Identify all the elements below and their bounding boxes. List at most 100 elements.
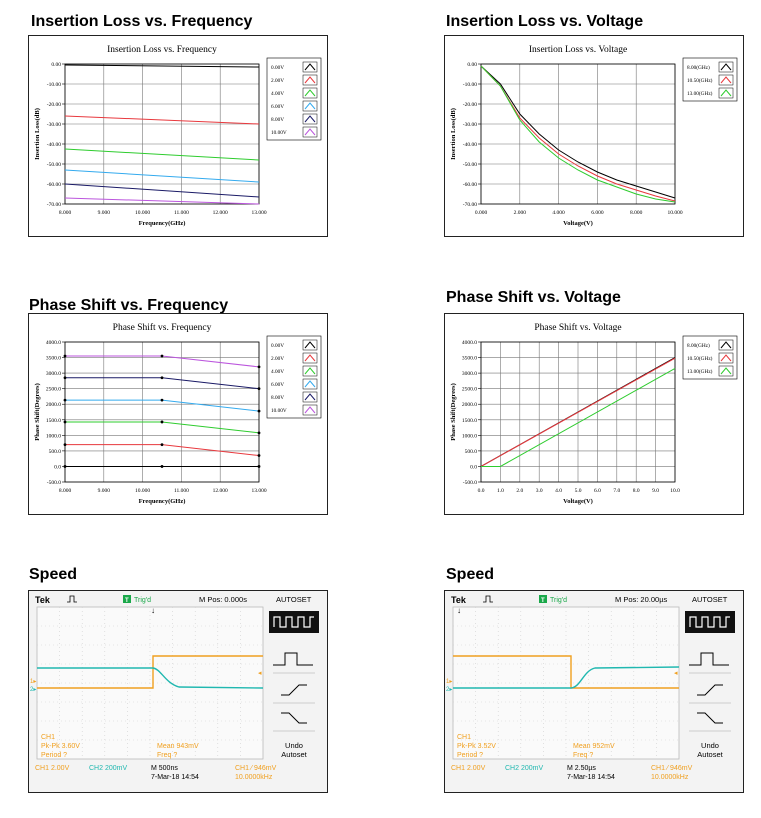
series-line-2	[481, 368, 676, 467]
y-tick-label: 500.0	[49, 449, 62, 455]
series-line-5	[64, 197, 260, 205]
legend-label: 13.00(GHz)	[687, 368, 713, 375]
legend-swatch-box	[302, 126, 318, 138]
x-tick-label: 8.000	[630, 210, 643, 216]
y-tick-label: -60.00	[463, 182, 477, 188]
x-tick-label: 6.000	[591, 210, 604, 216]
legend-swatch-box	[302, 61, 318, 73]
data-point	[63, 376, 67, 380]
data-point	[160, 443, 164, 447]
legend-swatch	[720, 341, 732, 349]
meas-mean: Mean 952mV	[573, 743, 615, 750]
y-tick-label: -500.0	[463, 480, 477, 486]
section-title-speed-right: Speed	[446, 566, 495, 583]
data-point	[160, 398, 164, 402]
meas-period: Period ?	[41, 752, 67, 759]
legend-swatch-box	[302, 113, 318, 125]
trig-status-text: Trig'd	[134, 597, 151, 604]
data-point	[160, 465, 164, 468]
x-tick-label: 11.000	[174, 210, 189, 216]
legend-swatch-box	[302, 391, 318, 403]
x-axis-label: Voltage(V)	[563, 220, 593, 227]
x-tick-label: 0.000	[475, 210, 488, 216]
autoset-label: AUTOSET	[692, 595, 728, 604]
legend-label: 10.50(GHz)	[687, 77, 713, 84]
data-point	[160, 376, 164, 380]
legend-swatch	[720, 367, 732, 375]
x-tick-label: 4.000	[552, 210, 565, 216]
ch1-trace	[453, 655, 679, 689]
legend-swatch	[304, 380, 316, 388]
chart-panel-il-volt: Insertion Loss vs. Voltage 0.000 2.000 4.00…	[444, 35, 744, 237]
ch2-marker: 2▸	[446, 687, 452, 693]
x-tick-label: 11.000	[174, 488, 189, 494]
legend-label: 8.00(GHz)	[687, 64, 710, 71]
x-tick-label: 1.0	[497, 488, 504, 494]
data-point	[160, 354, 164, 358]
x-tick-label: 10.0	[670, 488, 680, 494]
y-tick-label: 1500.0	[462, 418, 477, 424]
meas-period: Period ?	[457, 752, 483, 759]
x-tick-label: 0.0	[478, 488, 485, 494]
data-point	[257, 387, 261, 391]
trigger-freq: 10.0000kHz	[235, 774, 273, 781]
y-axis-label: Phase Shift(Degrees)	[34, 383, 41, 440]
data-point	[63, 465, 67, 468]
legend-swatch	[304, 128, 316, 136]
time-scale: M 2.50µs	[567, 765, 596, 772]
plot-frame	[480, 63, 676, 205]
legend-swatch	[304, 89, 316, 97]
x-tick-label: 2.0	[516, 488, 523, 494]
x-tick-label: 4.0	[555, 488, 562, 494]
x-tick-label: 13.000	[251, 210, 266, 216]
x-tick-label: 3.0	[536, 488, 543, 494]
section-title-il-volt: Insertion Loss vs. Voltage	[446, 13, 644, 30]
y-tick-label: -40.00	[463, 142, 477, 148]
legend-swatch-box	[302, 365, 318, 377]
series-line-0	[64, 64, 260, 68]
trigger-level: CH1 ⁄ 946mV	[651, 765, 693, 772]
legend-swatch-box	[302, 87, 318, 99]
data-point	[257, 365, 261, 369]
trig-status-icon	[123, 595, 131, 603]
rising-edge-icon	[697, 684, 723, 696]
x-tick-label: 9.0	[652, 488, 659, 494]
series-line-1	[480, 357, 676, 467]
section-title-il-freq: Insertion Loss vs. Frequency	[31, 13, 253, 30]
trig-status-text: Trig'd	[550, 597, 567, 604]
legend-swatch	[304, 393, 316, 401]
legend-swatch	[304, 102, 316, 110]
scope-screen-left: Tek T Trig'd M Pos: 0.000s AUTOSET UndoAutose…	[29, 591, 327, 792]
section-title-ps-freq: Phase Shift vs. Frequency	[29, 297, 229, 314]
y-tick-label: -50.00	[47, 162, 61, 168]
legend-swatch	[720, 354, 732, 362]
meas-freq: Freq ?	[157, 752, 177, 759]
y-tick-label: -70.00	[463, 202, 477, 208]
x-tick-label: 10.000	[135, 210, 150, 216]
legend-label: 10.00V	[271, 408, 287, 414]
data-point	[257, 409, 261, 413]
legend-label: 4.00V	[271, 369, 284, 375]
meas-pkpk: Pk-Pk 3.60V	[41, 743, 80, 750]
y-tick-label: 2000.0	[46, 402, 61, 408]
legend-swatch-box	[302, 378, 318, 390]
scope-brand: Tek	[451, 595, 467, 605]
legend-label: 2.00V	[271, 78, 284, 84]
y-tick-label: -30.00	[463, 122, 477, 128]
legend-swatch	[304, 406, 316, 414]
x-tick-label: 9.000	[98, 488, 111, 494]
chart-il-freq: Insertion Loss vs. Frequency 8.000 9.000 10…	[34, 45, 322, 227]
series-line-1	[64, 115, 260, 125]
chart-panel-ps-volt: Phase Shift vs. Voltage 0.0 1.0 2.0 3.0 4.0 5.…	[444, 313, 744, 515]
y-tick-label: 2500.0	[46, 387, 61, 393]
x-axis-label: Voltage(V)	[563, 498, 593, 505]
undo-label: Undo	[285, 741, 303, 750]
data-point	[257, 465, 261, 468]
undo-label: Undo	[701, 741, 719, 750]
y-axis-label: Insertion Loss(dB)	[34, 108, 41, 160]
time-scale: M 500ns	[151, 765, 178, 772]
y-tick-label: 0.00	[51, 62, 61, 68]
trigger-pulse-icon	[67, 595, 77, 603]
x-tick-label: 5.0	[575, 488, 582, 494]
y-tick-label: 3500.0	[462, 356, 477, 362]
